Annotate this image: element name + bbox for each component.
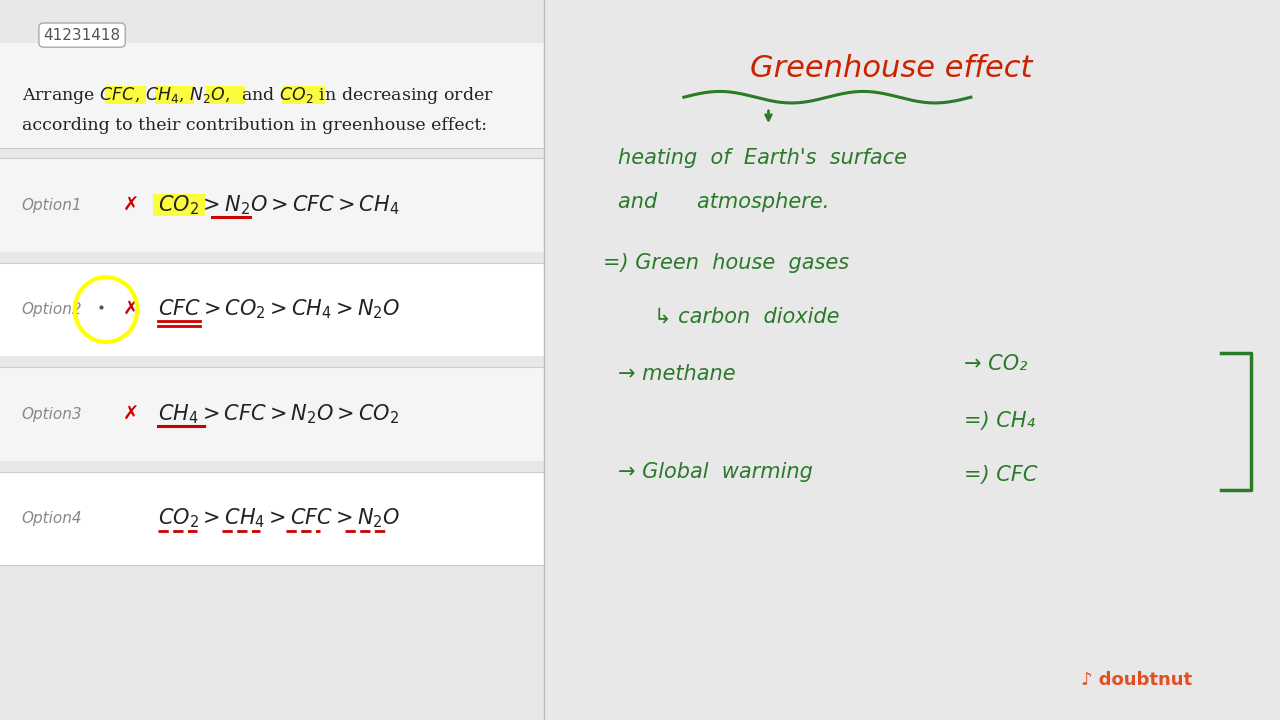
Text: Greenhouse effect: Greenhouse effect (750, 54, 1033, 83)
FancyBboxPatch shape (0, 367, 544, 461)
Text: Arrange $\mathit{CFC}$, $\mathit{CH_4}$, $\mathit{N_2O}$,  and $\mathit{CO_2}$ i: Arrange $\mathit{CFC}$, $\mathit{CH_4}$,… (22, 84, 494, 106)
FancyBboxPatch shape (0, 43, 544, 148)
Text: $\mathit{CFC} > \mathit{CO_2} > \mathit{CH_4} > \mathit{N_2O}$: $\mathit{CFC} > \mathit{CO_2} > \mathit{… (157, 298, 399, 321)
FancyBboxPatch shape (0, 158, 544, 252)
Text: ✗: ✗ (123, 196, 138, 215)
FancyBboxPatch shape (282, 86, 325, 104)
FancyBboxPatch shape (0, 263, 544, 356)
Text: Option4: Option4 (22, 511, 82, 526)
Text: ✗: ✗ (123, 300, 138, 319)
FancyBboxPatch shape (155, 86, 195, 104)
Text: heating  of  Earth's  surface: heating of Earth's surface (618, 148, 906, 168)
Text: =) CFC: =) CFC (964, 465, 1037, 485)
Text: Option3: Option3 (22, 407, 82, 421)
FancyBboxPatch shape (206, 86, 244, 104)
Text: $\mathit{CH_4} > \mathit{CFC} > \mathit{N_2O} > \mathit{CO_2}$: $\mathit{CH_4} > \mathit{CFC} > \mathit{… (157, 402, 399, 426)
Text: 41231418: 41231418 (44, 27, 120, 42)
FancyBboxPatch shape (0, 472, 544, 565)
Text: → CO₂: → CO₂ (964, 354, 1027, 374)
Text: =) CH₄: =) CH₄ (964, 411, 1034, 431)
Text: $\mathit{CO_2} > \mathit{N_2O} > \mathit{CFC} > \mathit{CH_4}$: $\mathit{CO_2} > \mathit{N_2O} > \mathit… (157, 194, 399, 217)
Text: =) Green  house  gases: =) Green house gases (603, 253, 849, 273)
Text: ♪ doubtnut: ♪ doubtnut (1082, 671, 1193, 690)
Text: → Global  warming: → Global warming (618, 462, 813, 482)
FancyBboxPatch shape (154, 194, 205, 216)
FancyBboxPatch shape (105, 86, 146, 104)
Text: Option1: Option1 (22, 198, 82, 212)
Text: and      atmosphere.: and atmosphere. (618, 192, 829, 212)
Text: → methane: → methane (618, 364, 735, 384)
Text: ↳ carbon  dioxide: ↳ carbon dioxide (654, 307, 840, 327)
Text: Option2: Option2 (22, 302, 82, 317)
Text: $\mathit{CO_2} > \mathit{CH_4} > \mathit{CFC} > \mathit{N_2O}$: $\mathit{CO_2} > \mathit{CH_4} > \mathit… (157, 507, 399, 530)
Text: ✗: ✗ (123, 405, 138, 423)
Text: according to their contribution in greenhouse effect:: according to their contribution in green… (22, 117, 486, 135)
